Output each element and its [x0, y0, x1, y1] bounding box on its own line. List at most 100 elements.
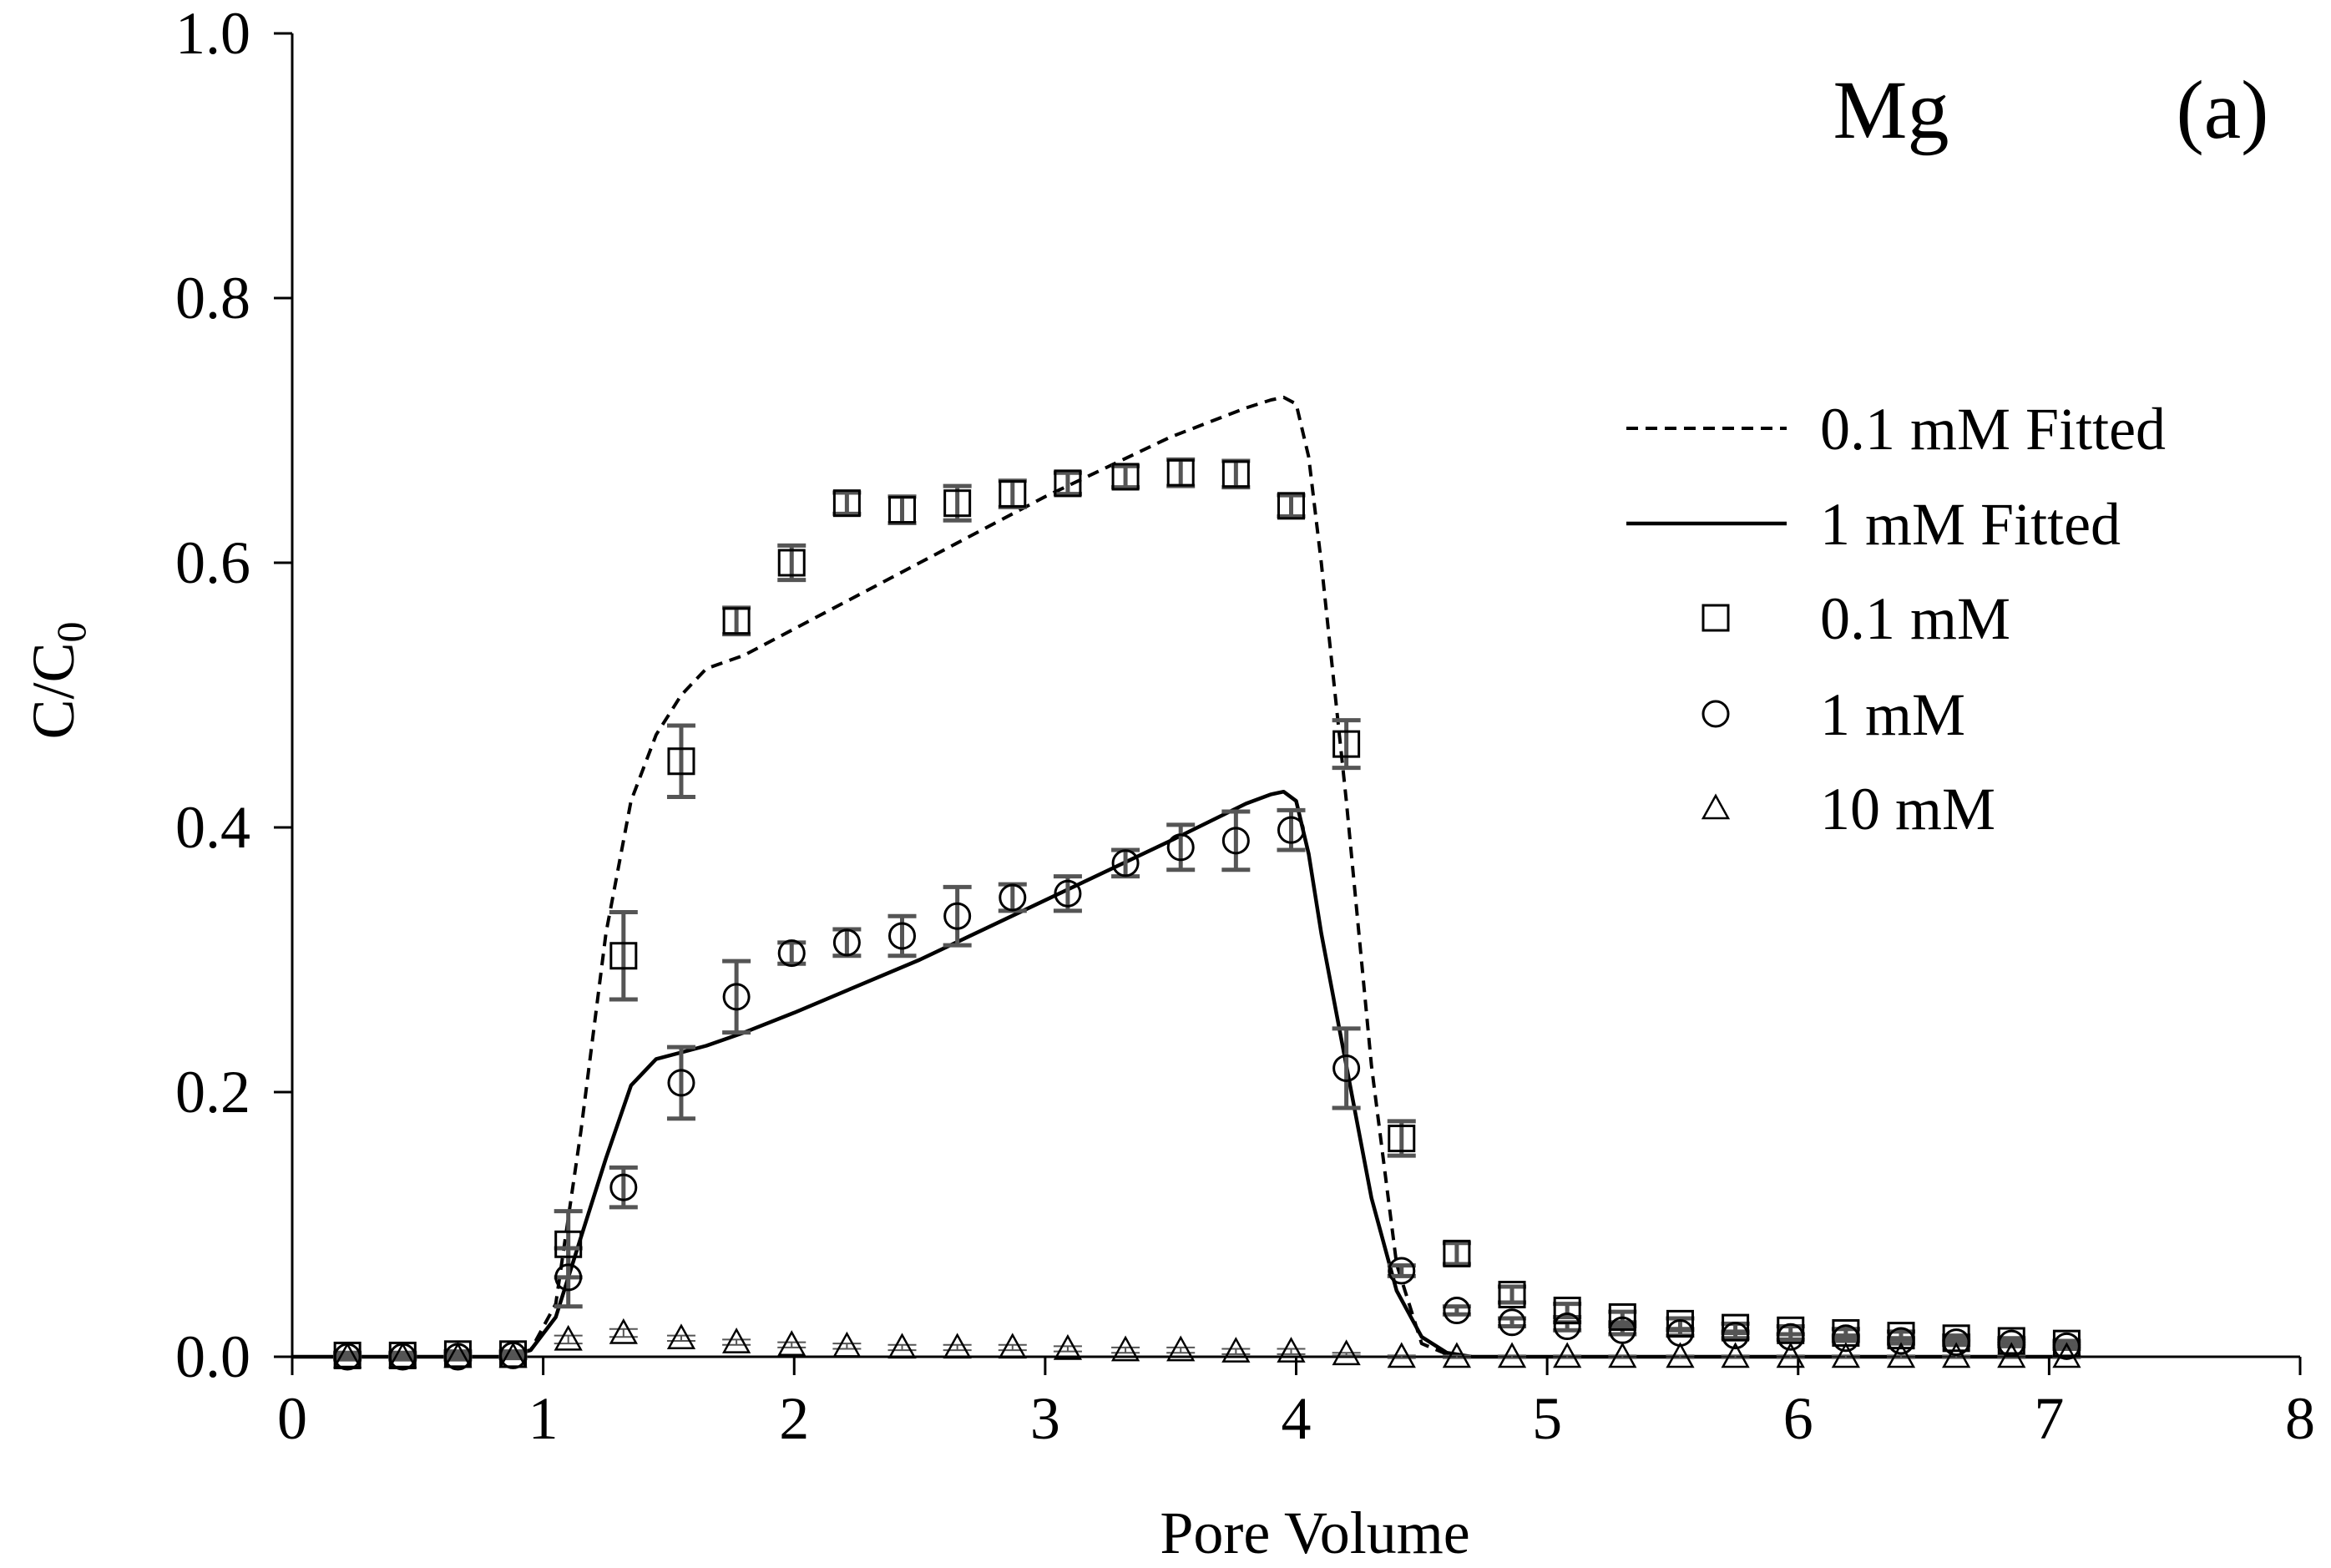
legend-label: 0.1 mM Fitted	[1820, 396, 2166, 463]
marker-triangle	[943, 1333, 972, 1359]
marker-triangle	[1831, 1342, 1860, 1368]
x-tick-label: 1	[528, 1385, 559, 1452]
marker-circle	[1832, 1324, 1860, 1353]
y-axis-label-main: C/C	[20, 642, 87, 739]
marker-square	[999, 480, 1027, 508]
marker-triangle	[887, 1333, 917, 1359]
marker-triangle	[2052, 1342, 2081, 1368]
marker-triangle	[1442, 1342, 1472, 1368]
marker-square	[667, 747, 695, 776]
legend: 0.1 mM Fitted 1 mM Fitted 0.1 mM 1 mM 10 mM	[1626, 396, 2166, 842]
marker-circle	[999, 883, 1027, 912]
marker-square	[1666, 1309, 1694, 1338]
marker-circle	[2052, 1332, 2081, 1360]
marker-triangle	[1886, 1342, 1916, 1368]
marker-triangle	[498, 1342, 528, 1368]
legend-marker-triangle	[1701, 793, 1731, 820]
marker-triangle	[388, 1342, 417, 1368]
marker-circle	[667, 1069, 695, 1097]
y-tick-label: 0.6	[175, 529, 250, 596]
marker-triangle	[1387, 1342, 1416, 1368]
legend-marker-square	[1701, 604, 1730, 632]
marker-triangle	[721, 1327, 751, 1353]
legend-label: 0.1 mM	[1820, 585, 2010, 652]
marker-circle	[1388, 1257, 1416, 1285]
marker-triangle	[333, 1342, 362, 1368]
marker-triangle	[998, 1333, 1027, 1359]
x-tick-label: 2	[779, 1385, 809, 1452]
marker-circle	[1443, 1297, 1471, 1325]
marker-circle	[1997, 1329, 2025, 1358]
legend-label: 1 mM Fitted	[1820, 491, 2121, 558]
marker-triangle	[1553, 1342, 1582, 1368]
marker-circle	[609, 1173, 638, 1201]
y-tick-label: 0.0	[175, 1323, 250, 1390]
marker-square	[1111, 463, 1140, 491]
y-tick-label: 0.8	[175, 265, 250, 331]
marker-square	[832, 489, 861, 518]
marker-triangle	[1277, 1337, 1306, 1363]
marker-triangle	[666, 1323, 696, 1350]
x-tick-label: 8	[2285, 1385, 2315, 1452]
legend-marker-circle	[1701, 700, 1730, 728]
marker-square	[1277, 492, 1305, 520]
marker-circle	[777, 939, 806, 968]
marker-circle	[888, 922, 917, 950]
marker-triangle	[1942, 1342, 1971, 1368]
marker-square	[1166, 458, 1195, 487]
marker-triangle	[1332, 1339, 1361, 1366]
marker-triangle	[1110, 1335, 1140, 1362]
panel-label: (a)	[2177, 63, 2269, 156]
marker-triangle	[1997, 1342, 2026, 1368]
marker-triangle	[1497, 1342, 1527, 1368]
marker-triangle	[554, 1324, 583, 1351]
y-axis-label-group: C/C0	[20, 621, 94, 739]
marker-circle	[1553, 1313, 1581, 1341]
marker-square	[1221, 460, 1250, 488]
marker-circle	[1777, 1323, 1805, 1351]
marker-triangle	[1166, 1335, 1196, 1362]
marker-circle	[832, 928, 861, 957]
marker-square	[1054, 469, 1082, 498]
tick-labels: 0 1 2 3 4 5 6 7 8 0.0 0.2 0.4 0.6 0.8 1.0	[175, 0, 2315, 1452]
marker-square	[1498, 1281, 1526, 1309]
legend-label: 10 mM	[1820, 776, 1995, 842]
y-tick-label: 0.2	[175, 1059, 250, 1125]
marker-circle	[1942, 1328, 1970, 1357]
x-tick-label: 0	[277, 1385, 307, 1452]
marker-circle	[554, 1263, 583, 1292]
marker-triangle	[832, 1331, 862, 1358]
marker-circle	[1277, 816, 1305, 844]
marker-square	[554, 1230, 583, 1258]
data-markers	[333, 458, 2081, 1371]
marker-circle	[722, 983, 751, 1011]
fitted-line-0-1mM	[292, 395, 2075, 1358]
marker-circle	[1054, 879, 1082, 908]
y-axis-label: C/C0	[20, 621, 94, 739]
marker-triangle	[1776, 1342, 1805, 1368]
fitted-lines	[292, 395, 2075, 1359]
marker-circle	[1332, 1054, 1361, 1082]
marker-triangle	[609, 1318, 638, 1344]
legend-label: 1 mM	[1820, 681, 1965, 748]
marker-triangle	[1053, 1333, 1083, 1360]
marker-square	[1553, 1297, 1581, 1325]
marker-triangle	[1721, 1342, 1750, 1368]
marker-circle	[1722, 1322, 1750, 1350]
fitted-line-1mM	[292, 789, 2075, 1359]
x-tick-label: 7	[2034, 1385, 2064, 1452]
marker-triangle	[1608, 1342, 1637, 1368]
marker-square	[722, 607, 751, 635]
marker-square	[888, 496, 917, 524]
marker-square	[1388, 1124, 1416, 1152]
x-axis-label: Pore Volume	[1160, 1500, 1469, 1566]
marker-triangle	[1221, 1337, 1251, 1363]
y-tick-label: 0.4	[175, 794, 250, 861]
marker-square	[777, 549, 806, 577]
marker-square	[943, 489, 972, 518]
marker-triangle	[443, 1342, 473, 1368]
marker-square	[1443, 1239, 1471, 1267]
marker-circle	[1111, 849, 1140, 878]
